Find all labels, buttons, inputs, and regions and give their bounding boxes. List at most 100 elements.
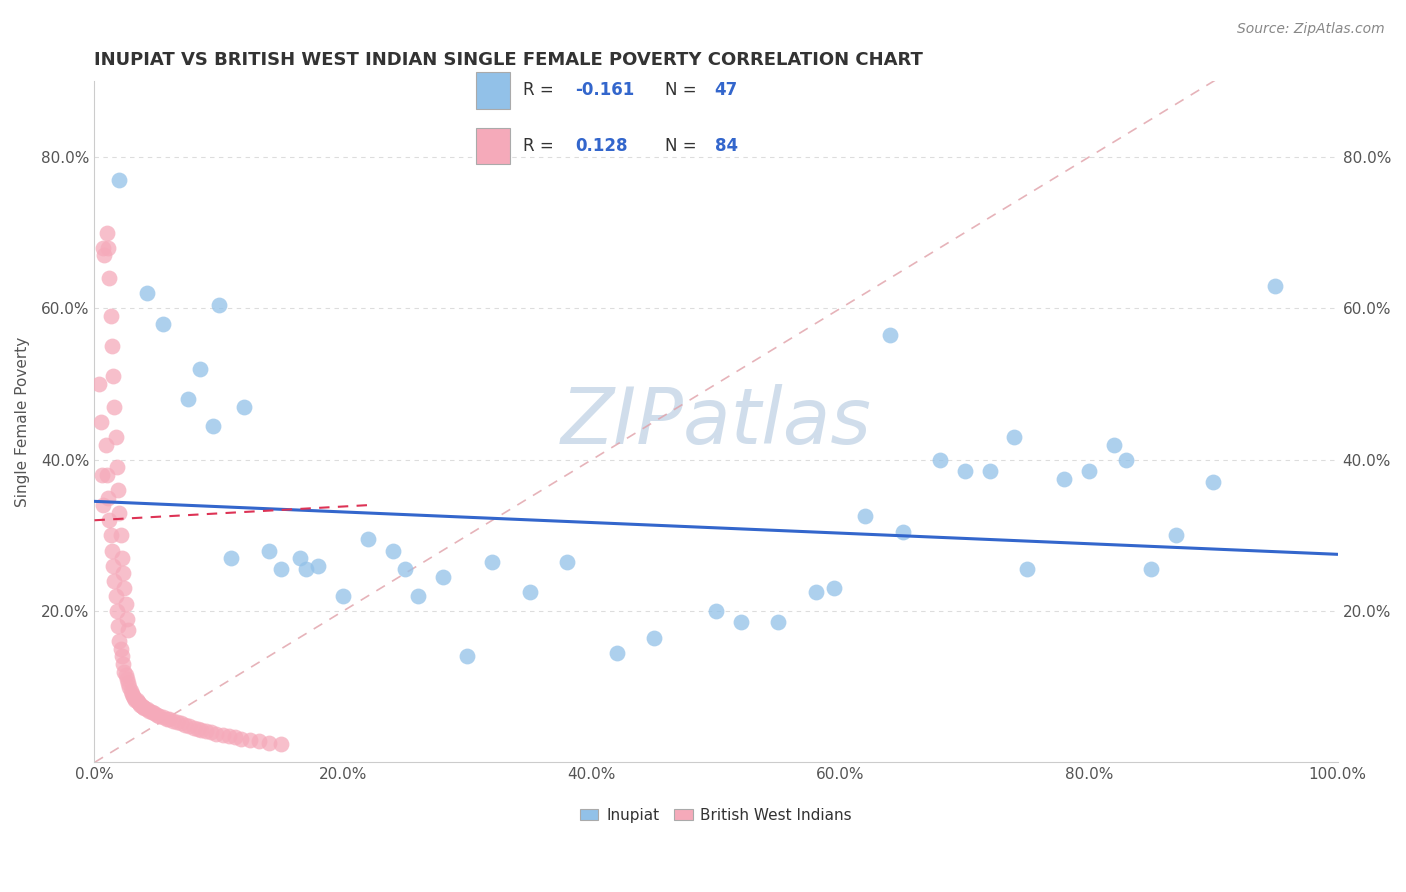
Point xyxy=(157,712,180,726)
Point xyxy=(115,672,138,686)
Point xyxy=(804,585,827,599)
Text: N =: N = xyxy=(665,81,702,100)
Bar xyxy=(477,72,510,109)
Point xyxy=(118,680,141,694)
Point xyxy=(152,317,174,331)
Text: R =: R = xyxy=(523,136,558,155)
Point xyxy=(218,729,240,743)
Point xyxy=(730,615,752,630)
Point xyxy=(166,715,188,730)
Point xyxy=(152,710,174,724)
Point xyxy=(332,589,354,603)
Point xyxy=(219,551,242,566)
Point xyxy=(257,543,280,558)
Y-axis label: Single Female Poverty: Single Female Poverty xyxy=(15,337,30,507)
Point xyxy=(111,551,134,566)
Point xyxy=(145,707,167,722)
Point xyxy=(108,506,131,520)
Point xyxy=(200,725,222,739)
Point xyxy=(979,464,1001,478)
Point xyxy=(394,562,416,576)
Point xyxy=(114,668,136,682)
Point xyxy=(170,716,193,731)
Point xyxy=(96,467,118,482)
Point xyxy=(108,172,131,186)
Point xyxy=(101,558,124,573)
Point xyxy=(129,698,152,712)
Point xyxy=(1202,475,1225,490)
Point xyxy=(97,241,120,255)
Point xyxy=(89,377,111,392)
Point xyxy=(1002,430,1025,444)
Text: -0.161: -0.161 xyxy=(575,81,634,100)
Point xyxy=(555,555,578,569)
Text: Source: ZipAtlas.com: Source: ZipAtlas.com xyxy=(1237,22,1385,37)
Point xyxy=(257,736,280,750)
Point xyxy=(208,297,231,311)
Point xyxy=(98,271,121,285)
Point xyxy=(117,676,139,690)
Point xyxy=(288,551,311,566)
Point xyxy=(456,649,478,664)
Point xyxy=(177,719,200,733)
Point xyxy=(120,683,142,698)
Point xyxy=(891,524,914,539)
Point xyxy=(128,697,150,711)
Point xyxy=(100,528,122,542)
Point xyxy=(879,327,901,342)
Point xyxy=(101,543,124,558)
Legend: Inupiat, British West Indians: Inupiat, British West Indians xyxy=(581,808,852,823)
Point xyxy=(1078,464,1101,478)
Point xyxy=(1053,472,1076,486)
Point xyxy=(205,727,228,741)
Point xyxy=(103,400,125,414)
Point xyxy=(155,712,177,726)
Point xyxy=(1115,452,1137,467)
Point xyxy=(187,722,209,736)
Point xyxy=(132,700,155,714)
Point xyxy=(519,585,541,599)
Text: N =: N = xyxy=(665,136,702,155)
Point xyxy=(124,692,146,706)
Point xyxy=(135,702,157,716)
Point xyxy=(101,339,124,353)
Point xyxy=(110,641,132,656)
Point xyxy=(131,698,153,713)
Point xyxy=(111,649,134,664)
Point xyxy=(100,309,122,323)
Point xyxy=(201,418,224,433)
Point xyxy=(107,619,129,633)
Point xyxy=(606,646,628,660)
Point xyxy=(823,582,845,596)
Point xyxy=(270,562,292,576)
Point xyxy=(114,597,136,611)
Point xyxy=(107,483,129,497)
Text: 47: 47 xyxy=(714,81,738,100)
Point xyxy=(121,687,143,701)
Point xyxy=(112,657,135,671)
Point xyxy=(122,691,145,706)
Point xyxy=(93,248,115,262)
Point xyxy=(91,498,114,512)
Point xyxy=(928,452,950,467)
Point xyxy=(381,543,404,558)
Text: 84: 84 xyxy=(714,136,738,155)
Point xyxy=(232,400,254,414)
Bar xyxy=(477,128,510,164)
Point xyxy=(766,615,789,630)
Point xyxy=(406,589,429,603)
Point xyxy=(101,369,124,384)
Point xyxy=(105,460,128,475)
Point xyxy=(704,604,727,618)
Point xyxy=(112,665,135,679)
Text: ZIPatlas: ZIPatlas xyxy=(561,384,872,460)
Point xyxy=(1102,437,1125,451)
Point xyxy=(211,728,233,742)
Point xyxy=(247,734,270,748)
Point xyxy=(162,714,184,728)
Point xyxy=(117,623,139,637)
Point xyxy=(307,558,329,573)
Point xyxy=(231,731,253,746)
Point xyxy=(188,362,211,376)
Point xyxy=(138,704,160,718)
